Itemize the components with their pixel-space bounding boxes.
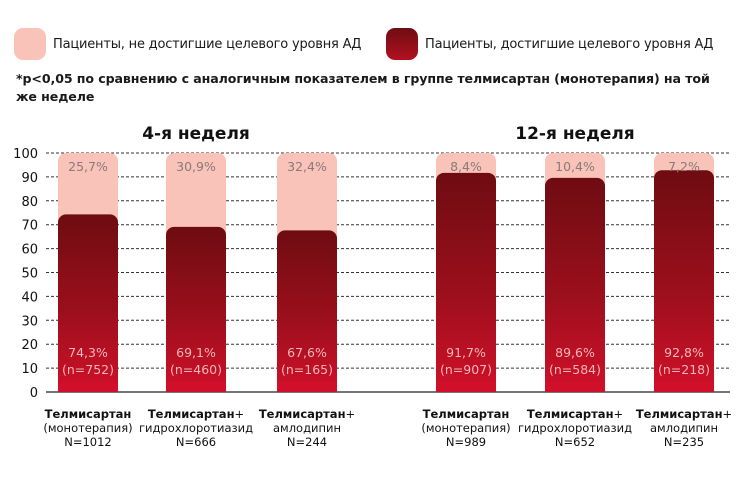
group-title: 4-я неделя: [142, 124, 250, 144]
data-label-not-achieved: 8,4%: [450, 159, 482, 174]
legend-swatch-not-achieved: [14, 28, 46, 60]
data-label-achieved: 91,7%: [446, 345, 486, 360]
bar-achieved-base: [166, 382, 226, 392]
y-tick-label: 90: [21, 171, 38, 186]
legend-swatch-achieved: [386, 28, 418, 60]
category-label-plus: +: [613, 407, 624, 421]
data-label-n: (n=460): [170, 362, 222, 377]
bar-achieved: [277, 230, 337, 392]
category-label: Телмисартан+ гидрохлоротиазид N=666: [126, 407, 266, 449]
category-label-name: Телмисартан: [635, 407, 723, 421]
category-label-name: Телмисартан: [526, 407, 614, 421]
category-label-name: Телмисартан: [258, 407, 346, 421]
y-tick-label: 80: [21, 195, 38, 210]
category-label-regimen: (монотерапия): [43, 421, 133, 435]
category-label-plus: +: [234, 407, 245, 421]
bar-achieved: [166, 226, 226, 392]
data-label-achieved: 92,8%: [664, 345, 704, 360]
category-label-name: Телмисартан: [44, 407, 132, 421]
legend: Пациенты, не достигшие целевого уровня А…: [14, 28, 734, 64]
legend-item-not-achieved: Пациенты, не достигшие целевого уровня А…: [14, 28, 361, 60]
category-label: Телмисартан (монотерапия) N=989: [396, 407, 536, 449]
category-label-regimen: гидрохлоротиазид: [138, 421, 254, 435]
bar-achieved-base: [277, 382, 337, 392]
data-label-n: (n=752): [62, 362, 114, 377]
category-label: Телмисартан+ амлодипин N=235: [614, 407, 744, 449]
y-tick-label: 20: [21, 338, 38, 353]
category-label-name: Телмисартан: [147, 407, 235, 421]
bar-achieved-base: [58, 382, 118, 392]
category-label: Телмисартан+ гидрохлоротиазид N=652: [505, 407, 645, 449]
category-label: Телмисартан (монотерапия) N=1012: [18, 407, 158, 449]
y-tick-label: 10: [21, 362, 38, 377]
bar-achieved-base: [654, 382, 714, 392]
category-label-n: N=666: [175, 435, 217, 449]
data-label-achieved: 67,6%: [287, 345, 327, 360]
category-label-n: N=244: [286, 435, 328, 449]
legend-label-achieved: Пациенты, достигшие целевого уровня АД: [425, 36, 714, 52]
category-label-n: N=989: [445, 435, 487, 449]
data-label-not-achieved: 7,2%: [668, 159, 700, 174]
category-label-regimen: амлодипин: [272, 421, 342, 435]
footnote: *p<0,05 по сравнению с аналогичным показ…: [16, 71, 710, 104]
data-label-n: (n=907): [440, 362, 492, 377]
y-tick-label: 30: [21, 314, 38, 329]
data-label-n: (n=218): [658, 362, 710, 377]
data-label-not-achieved: 25,7%: [68, 159, 108, 174]
category-label-regimen: (монотерапия): [421, 421, 511, 435]
category-label-plus: +: [722, 407, 733, 421]
bar-achieved-base: [436, 382, 496, 392]
data-label-not-achieved: 32,4%: [287, 159, 327, 174]
category-label: Телмисартан+ амлодипин N=244: [237, 407, 377, 449]
data-label-achieved: 74,3%: [68, 345, 108, 360]
y-tick-label: 100: [13, 147, 38, 162]
data-label-achieved: 69,1%: [176, 345, 216, 360]
bar-achieved: [654, 170, 714, 392]
data-label-not-achieved: 30,9%: [176, 159, 216, 174]
category-label-regimen: амлодипин: [649, 421, 719, 435]
y-tick-label: 0: [30, 386, 38, 401]
category-label-n: N=235: [663, 435, 705, 449]
legend-label-not-achieved: Пациенты, не достигшие целевого уровня А…: [53, 36, 362, 52]
bar-achieved-base: [545, 382, 605, 392]
category-label-n: N=652: [554, 435, 596, 449]
bar-achieved: [545, 177, 605, 392]
data-label-not-achieved: 10,4%: [555, 159, 595, 174]
data-label-n: (n=165): [281, 362, 333, 377]
bar-achieved: [436, 172, 496, 392]
group-title: 12-я неделя: [515, 124, 634, 144]
y-tick-label: 40: [21, 290, 38, 305]
category-label-plus: +: [345, 407, 356, 421]
y-tick-label: 60: [21, 243, 38, 258]
data-label-n: (n=584): [549, 362, 601, 377]
y-tick-label: 70: [21, 219, 38, 234]
legend-item-achieved: Пациенты, достигшие целевого уровня АД: [386, 28, 713, 60]
y-tick-label: 50: [21, 267, 38, 282]
category-label-n: N=1012: [64, 435, 112, 449]
category-label-name: Телмисартан: [422, 407, 510, 421]
data-label-achieved: 89,6%: [555, 345, 595, 360]
bar-achieved: [58, 214, 118, 392]
category-label-regimen: гидрохлоротиазид: [517, 421, 633, 435]
